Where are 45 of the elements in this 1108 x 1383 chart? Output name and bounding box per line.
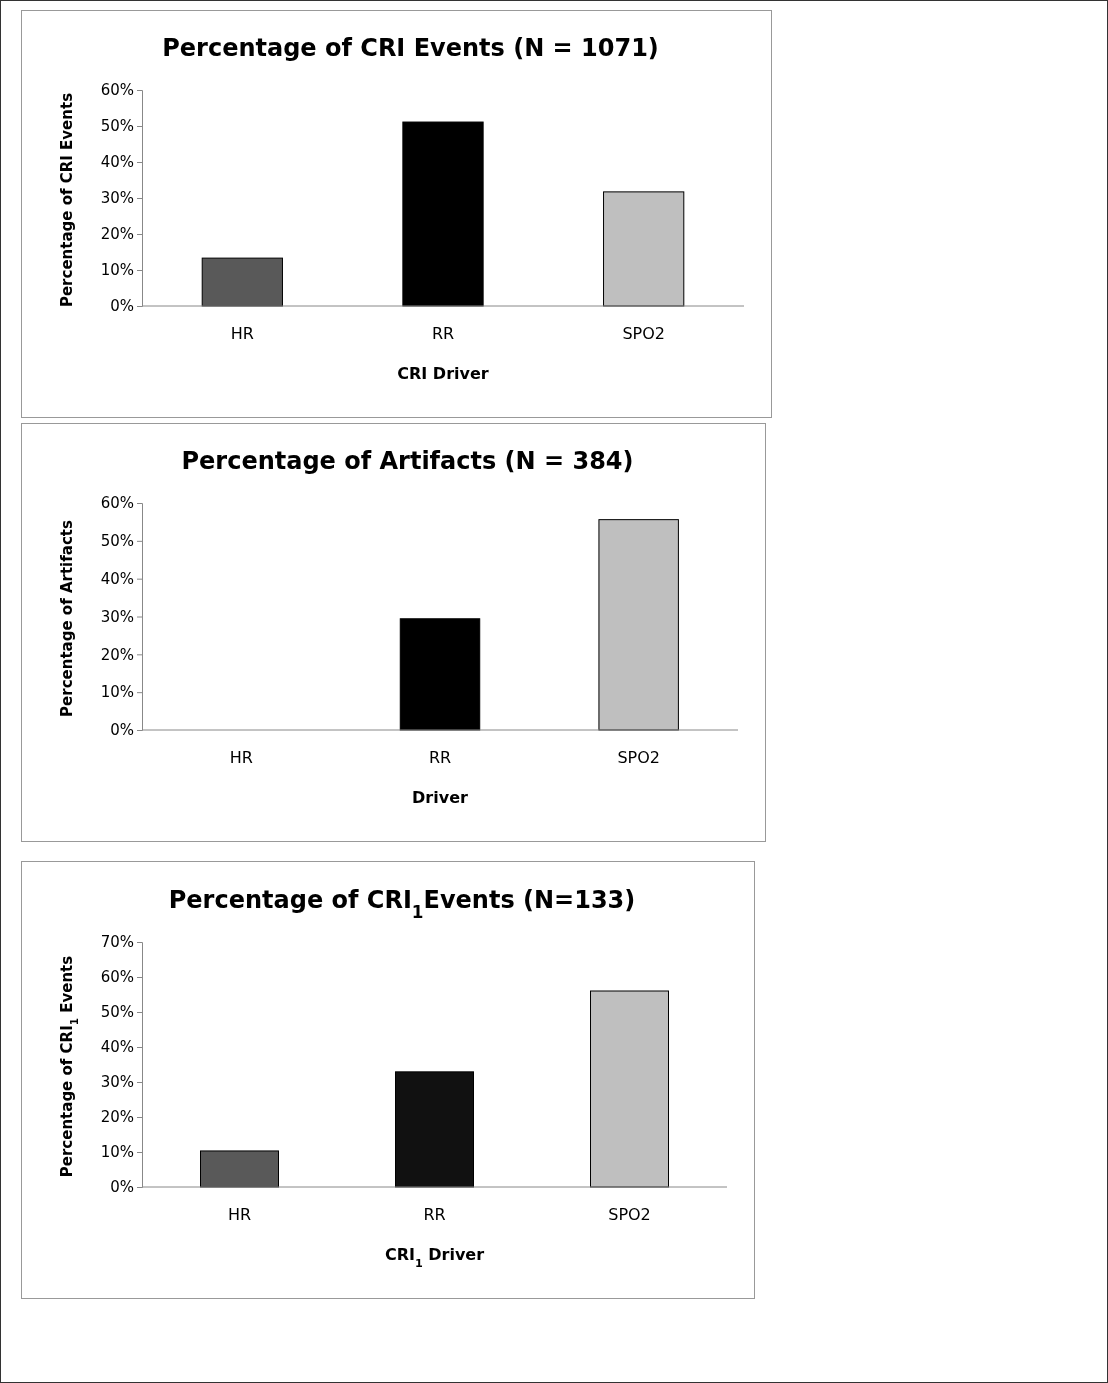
x-tick-label: SPO2 (617, 748, 660, 768)
y-tick-label: 60% (100, 968, 134, 987)
bar (201, 257, 283, 307)
y-tick-label: 40% (100, 569, 134, 588)
y-tick-label: 20% (100, 225, 134, 244)
y-tick-label: 50% (100, 532, 134, 551)
x-axis-title: CRI Driver (397, 364, 489, 383)
y-tick-label: 30% (100, 1073, 134, 1092)
bar (200, 1150, 279, 1188)
x-tick-label: HR (230, 324, 254, 344)
y-tick-label: 70% (100, 933, 134, 952)
y-tick-label: 40% (100, 1038, 134, 1057)
y-tick-label: 0% (110, 1178, 134, 1197)
y-tick-label: 20% (100, 645, 134, 664)
bar (395, 1071, 474, 1188)
y-axis-title: Percentage of Artifacts (58, 520, 76, 717)
y-tick-label: 50% (100, 1003, 134, 1022)
y-tick-label: 30% (100, 607, 134, 626)
y-tick-label: 60% (100, 494, 134, 513)
x-tick-label: RR (423, 1205, 446, 1225)
x-axis-title: CRI$_{1}$ Driver (384, 1245, 485, 1270)
x-axis-title: Driver (412, 788, 469, 807)
chart-title: Percentage of Artifacts (N = 384) (181, 447, 634, 475)
y-tick-label: 10% (100, 683, 134, 702)
x-tick-label: RR (428, 748, 452, 768)
y-tick-label: 20% (100, 1108, 134, 1127)
y-tick-label: 0% (110, 297, 134, 316)
y-tick-label: 40% (100, 153, 134, 172)
bar (590, 990, 669, 1188)
y-tick-label: 10% (100, 1143, 134, 1162)
bar (402, 121, 484, 307)
x-tick-label: HR (227, 1205, 252, 1225)
x-tick-label: HR (229, 748, 253, 768)
x-tick-label: SPO2 (622, 324, 665, 344)
y-tick-label: 30% (100, 189, 134, 208)
y-tick-label: 50% (100, 117, 134, 136)
bar (603, 191, 685, 307)
y-axis-title: Percentage of CRI Events (58, 92, 76, 308)
chart-title: Percentage of CRI Events (N = 1071) (162, 34, 659, 62)
y-tick-label: 10% (100, 261, 134, 280)
y-tick-label: 0% (110, 721, 134, 740)
x-tick-label: RR (431, 324, 455, 344)
x-tick-label: SPO2 (608, 1205, 651, 1225)
y-tick-label: 60% (100, 81, 134, 100)
chart-title: Percentage of CRI$_{1}$Events (N=133) (168, 886, 636, 922)
